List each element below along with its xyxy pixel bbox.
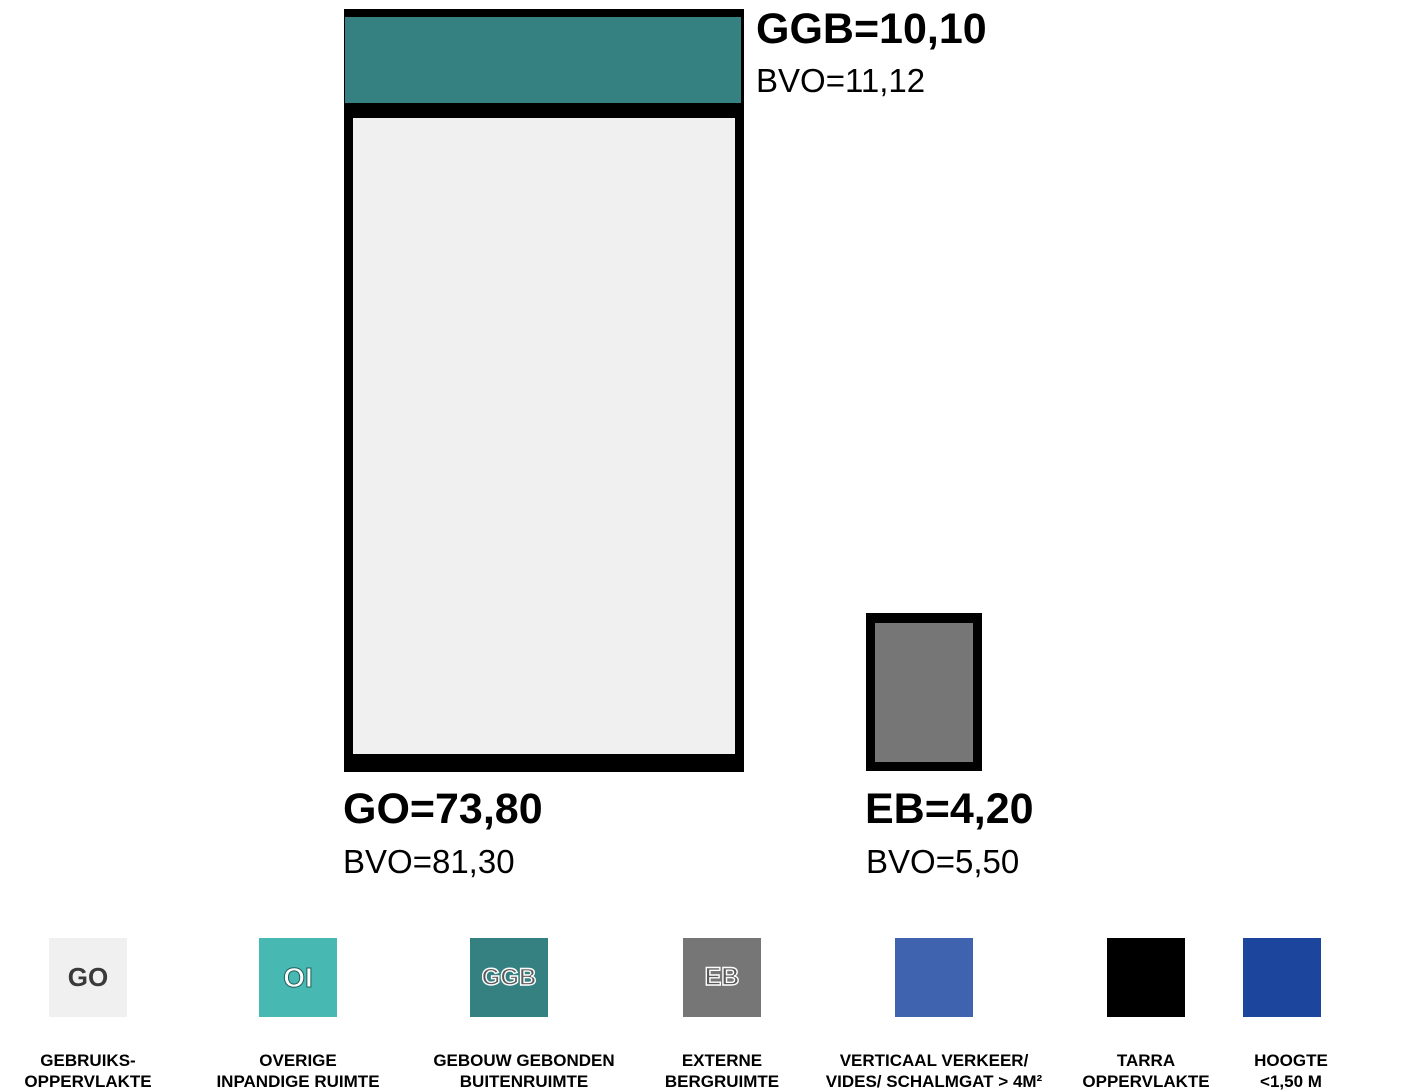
legend-swatch-eb-text: EB xyxy=(704,962,740,991)
legend-caption-go: GEBRUIKS- OPPERVLAKTE xyxy=(0,1050,203,1092)
go-block xyxy=(344,104,744,772)
legend-swatch-ggb-text: GGB xyxy=(481,963,537,991)
legend-caption-hoogte-line1: HOOGTE xyxy=(1254,1051,1328,1070)
legend-item-tarra: TARRA OPPERVLAKTE xyxy=(1031,938,1261,1092)
legend-caption-ggb: GEBOUW GEBONDEN BUITENRUIMTE xyxy=(409,1050,639,1092)
legend-caption-eb-line1: EXTERNE xyxy=(681,1051,763,1070)
legend-caption-oi-line2: INPANDIGE RUIMTE xyxy=(216,1072,380,1091)
eb-block xyxy=(866,613,982,771)
go-label: GO=73,80 xyxy=(343,785,543,833)
legend-swatch-eb: EB xyxy=(683,938,761,1017)
legend-caption-go-line2: OPPERVLAKTE xyxy=(24,1072,152,1091)
legend-item-eb: EB EXTERNE BERGRUIMTE xyxy=(607,938,837,1092)
legend-item-verticaal: VERTICAAL VERKEER/ VIDES/ SCHALMGAT > 4M… xyxy=(819,938,1049,1092)
legend-swatch-hoogte xyxy=(1243,938,1321,1017)
legend-caption-oi-line1: OVERIGE xyxy=(259,1051,337,1070)
go-bvo-label: BVO=81,30 xyxy=(343,843,515,880)
legend-caption-ggb-line1: GEBOUW GEBONDEN xyxy=(433,1051,615,1070)
legend-swatch-oi-text: OI xyxy=(283,961,314,993)
legend-caption-verticaal: VERTICAAL VERKEER/ VIDES/ SCHALMGAT > 4M… xyxy=(819,1050,1049,1092)
legend-swatch-ggb: GGB xyxy=(470,938,548,1017)
legend-caption-verticaal-line1: VERTICAAL VERKEER/ xyxy=(839,1051,1029,1070)
eb-label: EB=4,20 xyxy=(865,785,1034,833)
legend-swatch-oi: OI xyxy=(259,938,337,1017)
legend-item-hoogte: HOOGTE <1,50 M xyxy=(1173,938,1403,1092)
legend-caption-oi: OVERIGE INPANDIGE RUIMTE xyxy=(183,1050,413,1092)
legend-caption-eb-line2: BERGRUIMTE xyxy=(664,1072,780,1091)
legend-caption-tarra-line1: TARRA xyxy=(1116,1051,1176,1070)
eb-bvo-label: BVO=5,50 xyxy=(866,843,1020,880)
legend-caption-tarra: TARRA OPPERVLAKTE xyxy=(1031,1050,1261,1092)
legend-caption-hoogte-line2: <1,50 M xyxy=(1260,1072,1322,1091)
legend-item-ggb: GGB GEBOUW GEBONDEN BUITENRUIMTE xyxy=(394,938,624,1092)
ggb-bvo-label: BVO=11,12 xyxy=(756,62,926,99)
legend-caption-eb: EXTERNE BERGRUIMTE xyxy=(607,1050,837,1092)
legend-item-oi: OI OVERIGE INPANDIGE RUIMTE xyxy=(183,938,413,1092)
legend-caption-verticaal-line2: VIDES/ SCHALMGAT > 4M² xyxy=(825,1072,1043,1091)
ggb-label: GGB=10,10 xyxy=(756,5,987,53)
legend-caption-ggb-line2: BUITENRUIMTE xyxy=(459,1072,589,1091)
ggb-block xyxy=(344,9,744,105)
legend-caption-hoogte: HOOGTE <1,50 M xyxy=(1241,1050,1341,1092)
legend-swatch-tarra xyxy=(1107,938,1185,1017)
legend-swatch-go: GO xyxy=(49,938,127,1017)
legend-item-go: GO GEBRUIKS- OPPERVLAKTE xyxy=(0,938,203,1092)
legend-swatch-go-text: GO xyxy=(67,962,109,992)
legend-caption-tarra-line2: OPPERVLAKTE xyxy=(1082,1072,1210,1091)
legend-caption-go-line1: GEBRUIKS- xyxy=(40,1051,136,1070)
go-block-fill xyxy=(353,118,735,754)
legend-swatch-verticaal xyxy=(895,938,973,1017)
ggb-block-fill xyxy=(345,17,741,103)
eb-block-fill xyxy=(875,623,973,762)
